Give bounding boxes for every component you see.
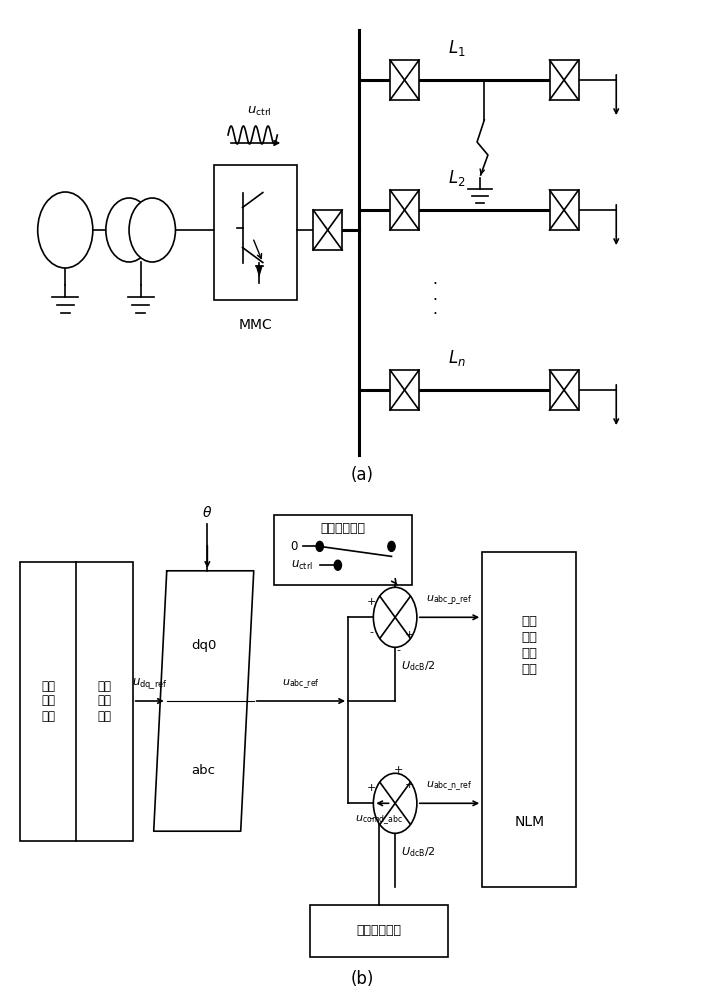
Text: 0: 0 (291, 540, 298, 553)
Text: L$_1$: L$_1$ (448, 38, 465, 58)
Text: $u_{\rm comd\_abc}$: $u_{\rm comd\_abc}$ (355, 813, 403, 827)
Text: +: + (367, 783, 376, 793)
Text: +: + (367, 597, 376, 607)
Text: -: - (397, 645, 401, 655)
Text: 最近
电平
逼近
调制: 最近 电平 逼近 调制 (521, 615, 537, 676)
Text: $U_{\rm dcB}/2$: $U_{\rm dcB}/2$ (401, 845, 435, 859)
Bar (390, 60, 419, 100)
Bar (313, 210, 342, 250)
Text: MMC: MMC (239, 318, 273, 332)
Circle shape (316, 541, 323, 551)
Text: 环流抑制控制: 环流抑制控制 (356, 924, 402, 937)
Bar (550, 60, 579, 100)
Bar (482, 552, 576, 887)
Circle shape (106, 198, 152, 262)
Text: +: + (394, 765, 403, 775)
Text: (a): (a) (351, 466, 374, 484)
Bar (550, 190, 579, 230)
Circle shape (129, 198, 175, 262)
Text: (b): (b) (351, 970, 374, 988)
Text: +: + (405, 780, 414, 790)
Bar (390, 190, 419, 230)
Text: $u_{\rm abc\_ref}$: $u_{\rm abc\_ref}$ (282, 678, 320, 691)
Bar (274, 515, 412, 585)
Text: -: - (369, 627, 373, 637)
Circle shape (373, 773, 417, 833)
Text: 注入附加控制: 注入附加控制 (320, 522, 365, 535)
Text: 外环
功率
控制: 外环 功率 控制 (41, 680, 55, 722)
Text: $u_{\rm abc\_p\_ref}$: $u_{\rm abc\_p\_ref}$ (426, 594, 473, 607)
Text: $u_{\rm ctrl}$: $u_{\rm ctrl}$ (291, 559, 312, 572)
Circle shape (38, 192, 93, 268)
Bar (390, 370, 419, 410)
Text: abc: abc (191, 764, 216, 777)
Text: -: - (369, 813, 373, 823)
Circle shape (373, 587, 417, 647)
Text: ·
·
·: · · · (433, 277, 437, 322)
Text: 内环
电流
控制: 内环 电流 控制 (98, 680, 112, 722)
Text: +: + (405, 630, 414, 640)
Text: NLM: NLM (514, 815, 544, 829)
Text: L$_n$: L$_n$ (448, 348, 465, 368)
Bar (20, 562, 133, 840)
Text: $u_{\rm dq\_ref}$: $u_{\rm dq\_ref}$ (132, 676, 167, 691)
Text: L$_2$: L$_2$ (448, 168, 465, 188)
Bar (310, 905, 447, 957)
Polygon shape (154, 571, 254, 831)
Bar (550, 370, 579, 410)
Polygon shape (255, 266, 262, 278)
Circle shape (334, 560, 341, 570)
Text: $\theta$: $\theta$ (202, 505, 212, 520)
Text: $U_{\rm dcB}/2$: $U_{\rm dcB}/2$ (401, 659, 435, 673)
Text: dq0: dq0 (191, 639, 216, 652)
Text: $u_{\rm abc\_n\_ref}$: $u_{\rm abc\_n\_ref}$ (426, 780, 473, 793)
Text: $u_{\rm ctrl}$: $u_{\rm ctrl}$ (247, 105, 272, 118)
Bar (214, 165, 297, 300)
Circle shape (388, 541, 395, 551)
